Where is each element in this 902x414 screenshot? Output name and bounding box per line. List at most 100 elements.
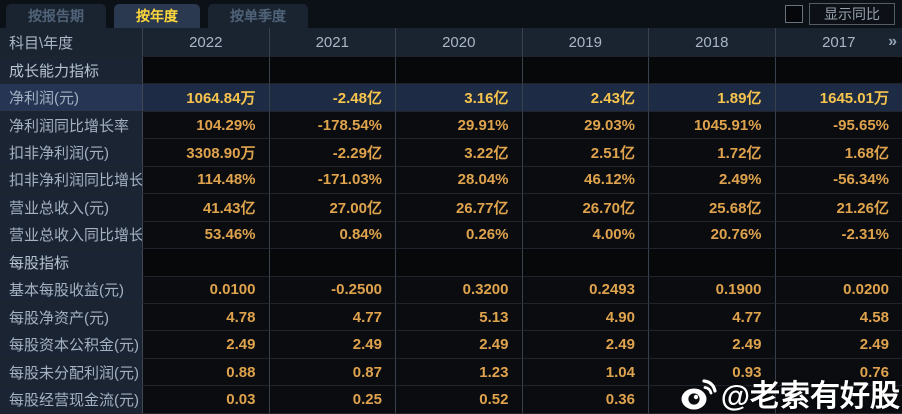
value-cell: 0.0100	[143, 276, 270, 304]
value-cell: 1.89亿	[649, 84, 776, 112]
year-label: 2019	[568, 33, 602, 51]
value-cell: -171.03%	[269, 166, 396, 195]
value-cell: -178.54%	[269, 111, 396, 140]
table-row: 每股经营现金流(元) 0.03 0.25 0.52 0.36	[0, 386, 902, 414]
row-label: 净利润(元)	[0, 84, 143, 112]
table-row: 扣非净利润同比增长率114.48%-171.03%28.04%46.12%2.4…	[0, 166, 902, 195]
row-label: 每股未分配利润(元)	[0, 358, 143, 387]
year-column-header: 2019	[522, 28, 649, 57]
value-cell: 1.68亿	[775, 139, 902, 167]
value-cell: 4.58	[775, 303, 902, 332]
value-cell: 46.12%	[522, 166, 649, 195]
value-cell: 1064.84万	[143, 84, 270, 112]
tab-bar: 按报告期 按年度 按单季度 显示同比	[0, 0, 902, 28]
table-row: 营业总收入(元) 41.43亿 27.00亿 26.77亿 26.70亿 25.68亿 21…	[0, 194, 902, 222]
value-cell: 26.70亿	[522, 194, 649, 222]
value-cell: 0.25	[269, 386, 396, 414]
year-label: 2017	[822, 33, 856, 51]
tab-by-quarter[interactable]: 按单季度	[208, 4, 308, 28]
empty-cell	[143, 57, 270, 85]
year-label: 2022	[189, 33, 223, 51]
empty-cell	[522, 249, 649, 277]
value-cell: 0.36	[522, 386, 649, 414]
row-label: 营业总收入(元)	[0, 194, 143, 222]
corner-header: 科目\年度	[0, 28, 143, 57]
tab-by-year[interactable]: 按年度	[114, 4, 200, 28]
table-row: 基本每股收益(元) 0.0100 -0.2500 0.3200 0.2493 0.1900…	[0, 276, 902, 304]
value-cell: 0.84%	[269, 221, 396, 250]
value-cell: 0.88	[143, 358, 270, 387]
year-label: 2021	[315, 33, 349, 51]
table-row: 净利润(元) 1064.84万 -2.48亿 3.16亿 2.43亿 1.89亿 1645.…	[0, 84, 902, 112]
year-column-header: 2021	[269, 28, 396, 57]
table-row: 净利润同比增长率 104.29% -178.54% 29.91% 29.03% 1045.…	[0, 111, 902, 140]
value-cell: 5.13	[396, 303, 523, 332]
value-cell: 4.77	[269, 303, 396, 332]
table-header-row: 科目\年度 2022 2021 2020 2019 2018 2017 »	[0, 28, 902, 57]
value-cell: -95.65%	[775, 111, 902, 140]
value-cell: 2.49	[775, 331, 902, 359]
year-column-header: 2017 »	[775, 28, 902, 57]
value-cell: 2.49%	[649, 166, 776, 195]
value-cell: 25.68亿	[649, 194, 776, 222]
value-cell: 114.48%	[143, 166, 270, 195]
value-cell: 41.43亿	[143, 194, 270, 222]
value-cell: 29.03%	[522, 111, 649, 140]
year-column-header: 2022	[143, 28, 270, 57]
more-years-icon[interactable]: »	[888, 33, 897, 50]
year-column-header: 2018	[649, 28, 776, 57]
show-yoy-checkbox[interactable]	[785, 5, 803, 23]
value-cell: 21.26亿	[775, 194, 902, 222]
empty-cell	[649, 57, 776, 85]
value-cell: 3308.90万	[143, 139, 270, 167]
section-label: 成长能力指标	[0, 57, 143, 85]
value-cell: 0.52	[396, 386, 523, 414]
value-cell: -56.34%	[775, 166, 902, 195]
section-row: 每股指标	[0, 249, 902, 277]
value-cell: 0.93	[649, 358, 776, 387]
value-cell: 4.78	[143, 303, 270, 332]
year-column-header: 2020	[396, 28, 523, 57]
row-label: 扣非净利润同比增长率	[0, 166, 143, 195]
value-cell: 0.26%	[396, 221, 523, 250]
value-cell	[649, 386, 776, 414]
section-label: 每股指标	[0, 249, 143, 277]
value-cell: 2.49	[269, 331, 396, 359]
value-cell: 1.04	[522, 358, 649, 387]
value-cell: 0.76	[775, 358, 902, 387]
value-cell: 0.87	[269, 358, 396, 387]
empty-cell	[775, 57, 902, 85]
value-cell: 0.2493	[522, 276, 649, 304]
value-cell: 0.3200	[396, 276, 523, 304]
empty-cell	[269, 57, 396, 85]
value-cell	[775, 386, 902, 414]
row-label: 营业总收入同比增长率	[0, 221, 143, 250]
financial-table: 科目\年度 2022 2021 2020 2019 2018 2017 » 成长能力指标 净利润(…	[0, 28, 902, 414]
row-label: 净利润同比增长率	[0, 111, 143, 140]
show-yoy-label[interactable]: 显示同比	[809, 3, 895, 25]
value-cell: -0.2500	[269, 276, 396, 304]
table-row: 每股净资产(元) 4.78 4.77 5.13 4.90 4.77 4.58	[0, 303, 902, 332]
value-cell: 26.77亿	[396, 194, 523, 222]
value-cell: 28.04%	[396, 166, 523, 195]
value-cell: 3.22亿	[396, 139, 523, 167]
tab-by-report-period[interactable]: 按报告期	[6, 4, 106, 28]
value-cell: -2.48亿	[269, 84, 396, 112]
empty-cell	[269, 249, 396, 277]
row-label: 每股经营现金流(元)	[0, 386, 143, 414]
value-cell: 4.77	[649, 303, 776, 332]
row-label: 扣非净利润(元)	[0, 139, 143, 167]
year-label: 2018	[695, 33, 729, 51]
section-row: 成长能力指标	[0, 57, 902, 85]
table-row: 每股资本公积金(元) 2.49 2.49 2.49 2.49 2.49 2.49	[0, 331, 902, 359]
value-cell: 2.49	[143, 331, 270, 359]
year-label: 2020	[442, 33, 476, 51]
value-cell: 104.29%	[143, 111, 270, 140]
value-cell: 2.49	[649, 331, 776, 359]
row-label: 基本每股收益(元)	[0, 276, 143, 304]
value-cell: 1.72亿	[649, 139, 776, 167]
value-cell: -2.31%	[775, 221, 902, 250]
value-cell: 4.00%	[522, 221, 649, 250]
table-row: 每股未分配利润(元) 0.88 0.87 1.23 1.04 0.93 0.76	[0, 358, 902, 387]
